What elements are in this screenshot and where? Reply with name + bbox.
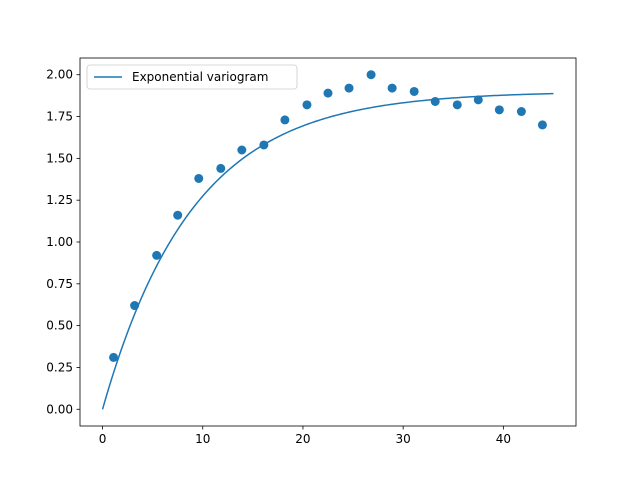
plot-area [80,58,576,426]
plot-frame [79,57,577,427]
scatter-point [216,163,226,173]
scatter-point [302,100,312,110]
x-tick-label: 40 [496,432,511,446]
y-tick-label: 0.50 [46,319,73,333]
scatter-point [259,140,269,150]
x-tick-label: 10 [195,432,210,446]
scatter-point [387,83,397,93]
scatter-point [109,352,119,362]
scatter-point [130,301,140,311]
scatter-point [452,100,462,110]
y-tick-label: 1.75 [46,110,73,124]
scatter-point [430,96,440,106]
scatter-point [173,210,183,220]
legend-label: Exponential variogram [132,70,268,84]
y-axis-ticks: 0.00 0.25 0.50 0.75 1.00 1.25 1.50 1.75 2.00 [46,68,80,416]
scatter-point [516,107,526,117]
series-layer [101,70,554,410]
y-tick-label: 0.75 [46,277,73,291]
scatter-point [494,105,504,115]
x-axis-ticks: 0 10 20 30 40 [99,426,511,446]
scatter-point [409,86,419,96]
x-tick-label: 30 [396,432,411,446]
y-tick-label: 2.00 [46,68,73,82]
scatter-point [280,115,290,125]
scatter-point [537,120,547,130]
legend-box [86,64,298,90]
y-tick-label: 1.25 [46,193,73,207]
y-tick-label: 0.25 [46,360,73,374]
scatter-point [473,95,483,105]
y-tick-label: 1.50 [46,151,73,165]
scatter-point [152,250,162,260]
y-tick-label: 1.00 [46,235,73,249]
legend: Exponential variogram [86,64,298,90]
y-tick-label: 0.00 [46,402,73,416]
scatter-point [323,88,333,98]
x-tick-label: 20 [295,432,310,446]
scatter-point [194,173,204,183]
x-tick-label: 0 [99,432,107,446]
scatter-point [366,70,376,80]
scatter-point [344,83,354,93]
scatter-point [237,145,247,155]
